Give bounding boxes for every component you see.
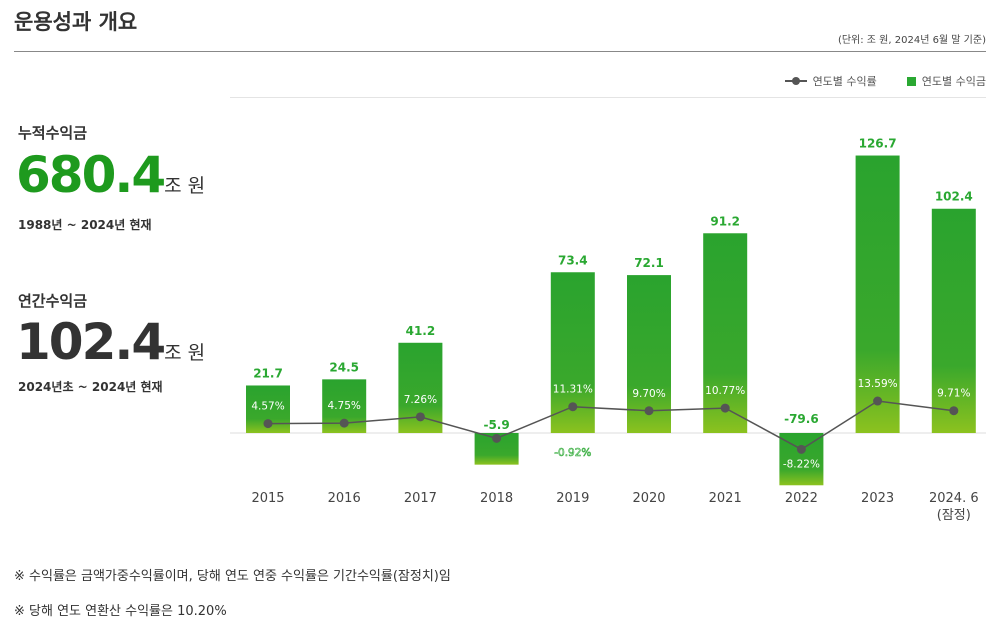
x-tick-label: 2020 xyxy=(632,491,665,506)
bar-value-label: 73.4 xyxy=(558,253,588,267)
rate-label: 10.77% xyxy=(705,385,745,397)
rate-label: -8.22% xyxy=(783,458,820,470)
x-tick-label: 2022 xyxy=(785,491,818,506)
x-tick-label: 2021 xyxy=(709,491,742,506)
bar-value-label: 72.1 xyxy=(634,256,664,270)
rate-point xyxy=(415,412,425,422)
x-tick-label: 2015 xyxy=(251,491,284,506)
bar-value-label: 24.5 xyxy=(329,360,359,374)
cumulative-label: 누적수익금 xyxy=(18,124,88,142)
rate-label: -0.92% xyxy=(554,447,591,459)
bar-2021 xyxy=(703,233,748,433)
legend-divider xyxy=(230,97,986,98)
rate-label: 13.59% xyxy=(858,378,898,390)
rate-point xyxy=(263,419,273,429)
legend-line: 연도별 수익률 xyxy=(784,73,877,89)
annual-label: 연간수익금 xyxy=(18,292,88,310)
rate-point xyxy=(949,406,959,416)
legend: 연도별 수익률 연도별 수익금 xyxy=(784,73,986,89)
rate-point xyxy=(720,403,730,413)
cumulative-period: 1988년 ~ 2024년 현재 xyxy=(18,218,152,232)
x-tick-label: 2017 xyxy=(404,491,437,506)
bar-2023 xyxy=(855,155,900,434)
x-tick-label: (잠정) xyxy=(937,508,971,523)
x-tick-label: 2024. 6 xyxy=(929,491,979,506)
annual-period: 2024년초 ~ 2024년 현재 xyxy=(18,380,163,394)
rate-point xyxy=(644,406,654,416)
rate-line xyxy=(267,400,954,451)
bar-value-label: 126.7 xyxy=(859,137,897,151)
line-marker-icon xyxy=(784,77,807,85)
rate-label: 11.31% xyxy=(553,384,593,396)
bar-2024. 6 xyxy=(931,208,976,433)
rate-label: 7.26% xyxy=(404,394,437,406)
rate-point xyxy=(796,444,806,454)
x-tick-label: 2019 xyxy=(556,491,589,506)
bar-value-label: -79.6 xyxy=(784,412,819,426)
cumulative-value: 680.4조 원 xyxy=(16,146,206,204)
rate-point xyxy=(339,418,349,428)
x-tick-label: 2018 xyxy=(480,491,513,506)
x-tick-label: 2016 xyxy=(328,491,361,506)
bar-value-label: 21.7 xyxy=(253,366,283,380)
rate-point xyxy=(568,402,578,412)
unit-note: (단위: 조 원, 2024년 6월 말 기준) xyxy=(837,35,986,46)
rate-label: 4.57% xyxy=(251,401,284,413)
rate-label: 4.75% xyxy=(328,400,361,412)
bar-value-label: 102.4 xyxy=(935,190,973,204)
note-1: ※ 수익률은 금액가중수익률이며, 당해 연도 연중 수익률은 기간수익률(잠정… xyxy=(14,569,451,584)
x-tick-label: 2023 xyxy=(861,491,894,506)
bar-value-label: -5.9 xyxy=(483,418,509,432)
rate-point xyxy=(873,396,883,406)
divider xyxy=(14,51,986,52)
rate-point xyxy=(492,433,502,443)
rate-label: 9.71% xyxy=(937,388,970,400)
annual-value: 102.4조 원 xyxy=(16,313,206,371)
legend-bar: 연도별 수익금 xyxy=(906,73,986,89)
bar-square-icon xyxy=(906,76,916,86)
bar-value-label: 91.2 xyxy=(710,214,740,228)
bar-value-label: 41.2 xyxy=(406,324,436,338)
note-2: ※ 당해 연도 연환산 수익률은 10.20% xyxy=(14,604,227,619)
rate-label: 9.70% xyxy=(632,388,665,400)
page-title: 운용성과 개요 xyxy=(14,10,138,34)
